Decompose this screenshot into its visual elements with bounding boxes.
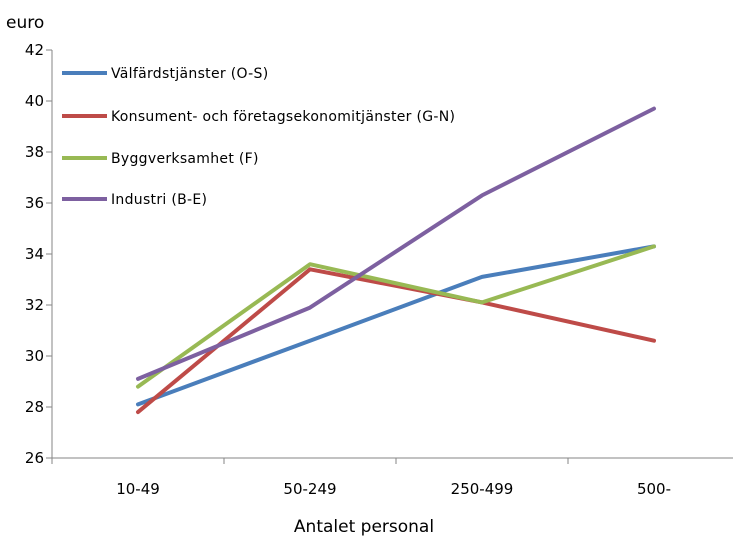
x-axis-label: Antalet personal (294, 517, 434, 537)
series-layer (136, 106, 656, 415)
series-line (136, 267, 656, 415)
legend-label: Välfärdstjänster (O-S) (111, 66, 268, 82)
y-tick-label: 36 (25, 194, 44, 212)
y-tick-label: 30 (25, 347, 44, 365)
legend-label: Konsument- och företagsekonomitjänster (… (111, 109, 455, 125)
x-tick-label: 250-499 (451, 480, 514, 498)
y-tick-label: 40 (25, 92, 44, 110)
y-tick-label: 26 (25, 449, 44, 467)
legend: Välfärdstjänster (O-S) Konsument- och för… (62, 66, 455, 208)
series-line (136, 244, 656, 389)
y-tick-label: 42 (25, 41, 44, 59)
series-line (136, 106, 656, 381)
x-tick-label: 500- (637, 480, 671, 498)
y-tick-label: 34 (25, 245, 44, 263)
legend-label: Industri (B-E) (111, 192, 207, 208)
legend-label: Byggverksamhet (F) (111, 151, 259, 167)
y-tick-label: 38 (25, 143, 44, 161)
y-axis-label: euro (6, 13, 44, 33)
x-tick-label: 50-249 (283, 480, 336, 498)
y-tick-label: 32 (25, 296, 44, 314)
y-tick-label: 28 (25, 398, 44, 416)
axes: 26 28 30 32 34 36 38 40 42 10-49 50-249 250-499 500- (25, 41, 733, 498)
series-line (136, 244, 656, 407)
x-tick-label: 10-49 (116, 480, 160, 498)
